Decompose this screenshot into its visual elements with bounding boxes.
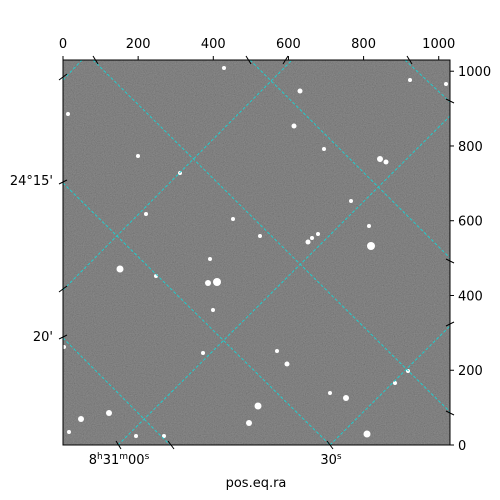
right-tick-label: 400 [458, 289, 483, 304]
star [363, 430, 371, 438]
star [377, 156, 383, 162]
star [367, 224, 371, 228]
x-axis-label: pos.eq.ra [226, 476, 287, 491]
star-field [63, 66, 448, 438]
left-tick-label: 24°15' [10, 174, 53, 189]
star [349, 199, 353, 203]
right-tick-label: 1000 [458, 65, 491, 80]
bottom-tick-label: 8h31m00s [89, 452, 150, 468]
right-tick-label: 200 [458, 364, 483, 379]
star [201, 351, 205, 355]
star [213, 278, 221, 286]
right-axis: 0 200 400 600 800 1000 [450, 65, 491, 454]
star [254, 402, 262, 410]
star [367, 242, 375, 250]
top-tick-label: 0 [59, 37, 67, 52]
grid-line [63, 60, 83, 81]
star [291, 123, 297, 129]
star [343, 395, 349, 401]
star [162, 434, 166, 438]
star [78, 416, 84, 422]
star [66, 112, 70, 116]
grid-line [63, 182, 331, 445]
star [222, 66, 226, 70]
grid-line [329, 325, 450, 445]
top-tick-label: 400 [201, 37, 226, 52]
grid-line [249, 60, 450, 259]
star [205, 280, 211, 286]
astronomical-image [63, 60, 450, 445]
star [444, 82, 448, 86]
star [211, 308, 215, 312]
star [284, 361, 290, 367]
right-world-ticks [445, 98, 455, 416]
star [316, 232, 320, 236]
star [116, 265, 124, 273]
right-tick-label: 600 [458, 215, 483, 230]
top-tick-label: 800 [351, 37, 376, 52]
star [208, 257, 212, 261]
top-axis: 0 200 400 600 800 1000 [59, 37, 455, 60]
star [134, 434, 138, 438]
star [144, 212, 148, 216]
top-world-ticks [92, 55, 413, 65]
star [305, 239, 311, 245]
star [408, 78, 412, 82]
star [328, 391, 332, 395]
star [383, 159, 389, 165]
star [310, 236, 314, 240]
star [258, 234, 262, 238]
grid-line [63, 60, 293, 291]
top-tick-label: 600 [276, 37, 301, 52]
star [231, 217, 235, 221]
plot-frame [62, 59, 451, 446]
grid-line [63, 337, 171, 445]
star [136, 154, 140, 158]
star [246, 420, 252, 426]
left-axis: 24°15' 20' [10, 73, 68, 345]
top-tick-label: 1000 [422, 37, 455, 52]
right-tick-label: 0 [458, 439, 466, 454]
bottom-axis: 8h31m00s 30s [89, 440, 342, 468]
coordinate-grid [63, 60, 450, 445]
top-tick-label: 200 [126, 37, 151, 52]
star [67, 430, 71, 434]
grid-line [92, 60, 450, 413]
right-tick-label: 800 [458, 140, 483, 155]
star [393, 381, 397, 385]
star [322, 147, 326, 151]
grid-line [117, 115, 450, 445]
star [63, 345, 66, 349]
bottom-tick-label: 30s [320, 452, 342, 468]
star [275, 349, 279, 353]
grid-line [404, 60, 450, 103]
left-tick-label: 20' [33, 330, 53, 345]
star [297, 88, 303, 94]
star [106, 410, 112, 416]
